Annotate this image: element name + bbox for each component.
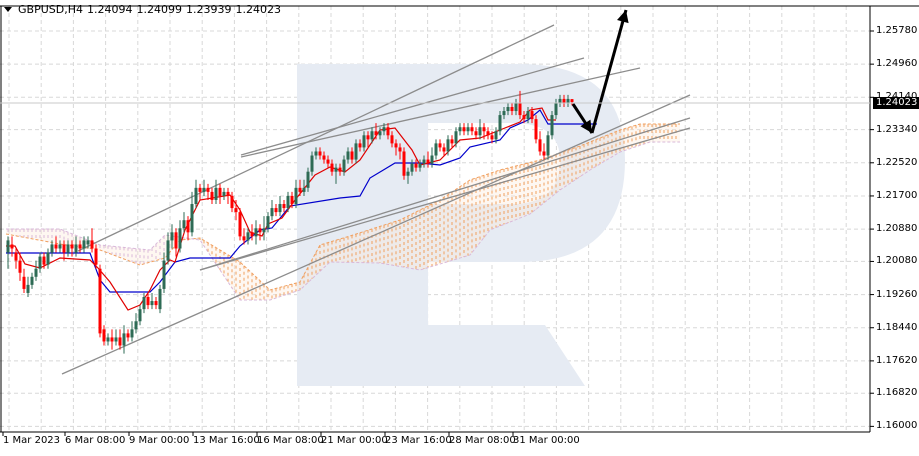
symbol-timeframe: GBPUSD,H4 bbox=[18, 3, 83, 16]
price-tick-label: 1.16000 bbox=[876, 420, 918, 432]
time-tick-label: 13 Mar 16:00 bbox=[193, 435, 260, 446]
time-tick-label: 28 Mar 08:00 bbox=[449, 435, 516, 446]
time-tick-label: 16 Mar 08:00 bbox=[257, 435, 324, 446]
time-tick-label: 21 Mar 00:00 bbox=[321, 435, 388, 446]
price-axis-ticks bbox=[870, 30, 874, 427]
price-tick-label: 1.25780 bbox=[876, 25, 918, 36]
price-tick-label: 1.18440 bbox=[876, 321, 918, 333]
time-tick-label: 1 Mar 2023 bbox=[3, 435, 61, 446]
price-tick-label: 1.24140 bbox=[876, 91, 917, 103]
ichimoku-cloud bbox=[5, 123, 680, 301]
time-tick-label: 6 Mar 08:00 bbox=[65, 435, 126, 446]
candlesticks bbox=[6, 90, 574, 354]
price-tick-label: 1.20080 bbox=[876, 255, 918, 267]
price-tick-label: 1.23340 bbox=[876, 123, 918, 135]
current-price-tag: 1.24023 bbox=[873, 97, 919, 109]
dropdown-triangle-icon[interactable] bbox=[4, 7, 12, 12]
price-tick-label: 1.17620 bbox=[876, 354, 918, 366]
chart-title-bar: GBPUSD,H4 1.24094 1.24099 1.23939 1.2402… bbox=[4, 3, 281, 16]
price-tick-label: 1.16820 bbox=[876, 387, 918, 399]
time-tick-label: 31 Mar 00:00 bbox=[513, 435, 580, 446]
forecast-arrows bbox=[571, 9, 629, 134]
ohlc-low: 1.23939 bbox=[185, 3, 232, 16]
time-axis-ticks bbox=[2, 432, 514, 436]
price-tick-label: 1.21700 bbox=[876, 189, 918, 201]
ohlc-high: 1.24099 bbox=[136, 3, 182, 16]
time-tick-label: 9 Mar 00:00 bbox=[129, 435, 190, 446]
price-tick-label: 1.22520 bbox=[876, 156, 918, 168]
time-tick-label: 23 Mar 16:00 bbox=[385, 435, 452, 446]
price-tick-label: 1.24960 bbox=[876, 58, 918, 70]
price-tick-label: 1.20880 bbox=[876, 223, 918, 235]
ohlc-open: 1.24094 bbox=[86, 3, 133, 16]
trendlines bbox=[61, 24, 691, 375]
logo-watermark bbox=[297, 64, 625, 386]
price-tick-label: 1.19260 bbox=[876, 288, 918, 300]
ohlc-close: 1.24023 bbox=[235, 3, 281, 16]
